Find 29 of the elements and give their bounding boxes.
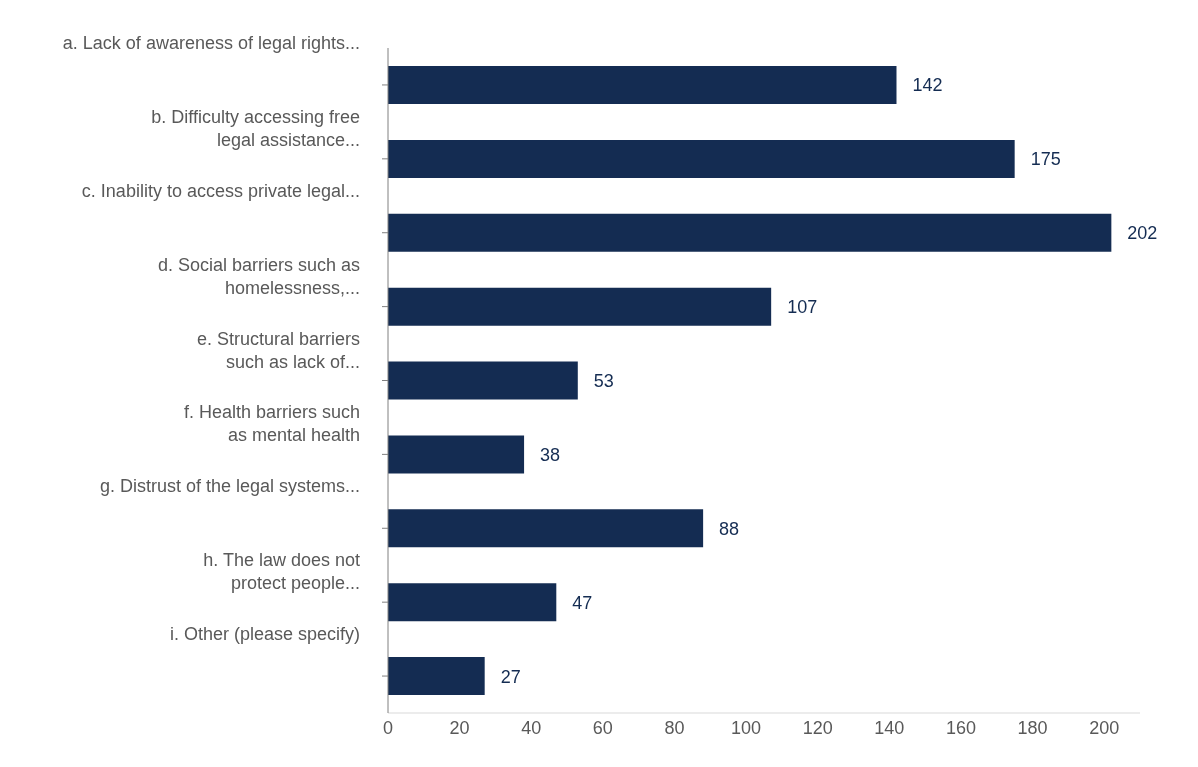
x-tick-label: 40 (521, 717, 542, 738)
x-tick-label: 100 (731, 717, 762, 738)
x-tick-label: 80 (664, 717, 685, 738)
x-tick-label: 180 (1017, 717, 1048, 738)
y-tick-label: f. Health barriers such as mental health (183, 402, 360, 446)
data-label: 175 (1030, 149, 1061, 170)
y-tick-label: h. The law does not protect people... (203, 550, 360, 594)
x-tick-label: 160 (945, 717, 976, 738)
data-label: 38 (540, 444, 561, 465)
y-tick-label: a. Lack of awareness of legal rights... (62, 32, 360, 53)
y-tick-label: c. Inability to access private legal... (81, 180, 360, 201)
data-label: 27 (500, 666, 521, 687)
data-label: 47 (572, 592, 593, 613)
x-tick-label: 0 (382, 717, 394, 738)
data-label: 107 (787, 297, 818, 318)
data-label: 202 (1127, 223, 1158, 244)
data-label: 142 (912, 75, 943, 96)
x-tick-label: 20 (449, 717, 470, 738)
y-tick-label: b. Difficulty accessing free legal assistance... (151, 106, 360, 150)
x-tick-label: 140 (874, 717, 905, 738)
x-tick-label: 60 (592, 717, 613, 738)
y-tick-label: i. Other (please specify) (169, 624, 360, 645)
data-label: 88 (719, 518, 740, 539)
y-tick-label: g. Distrust of the legal systems... (99, 476, 360, 497)
x-tick-label: 200 (1089, 717, 1120, 738)
y-tick-label: e. Structural barriers such as lack of... (196, 328, 360, 372)
data-label: 53 (593, 370, 614, 391)
y-tick-label: d. Social barriers such as homelessness,... (157, 254, 360, 298)
x-tick-label: 120 (802, 717, 833, 738)
